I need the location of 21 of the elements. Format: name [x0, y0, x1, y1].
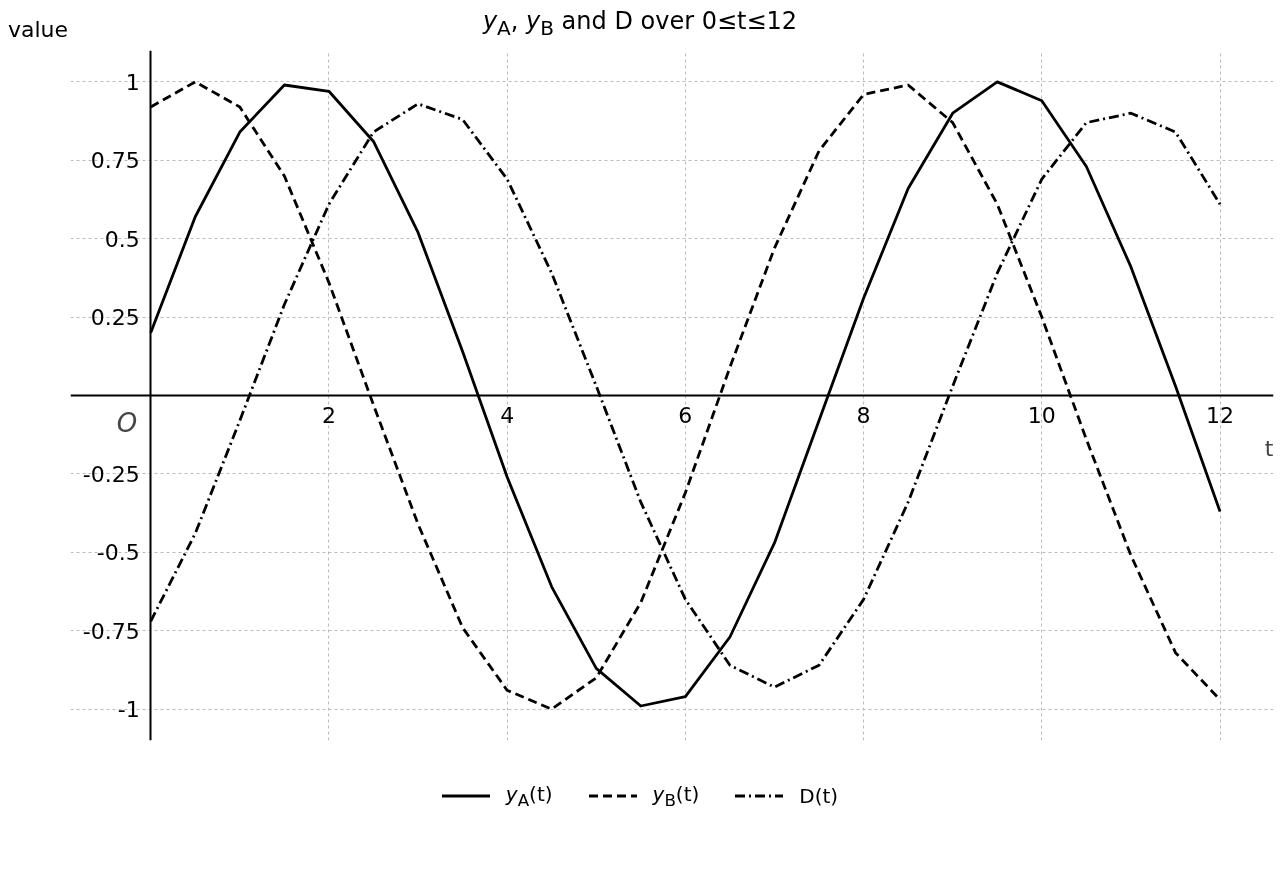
chart-title: y$_{A}$, y$_{B}$ and D over 0≤t≤12 [482, 7, 798, 40]
x-tick-label: 10 [1027, 402, 1056, 428]
legend-label: y$_{A}$(t) [505, 781, 553, 812]
y-tick-label: 1 [125, 69, 140, 95]
y-tick-label: 0.25 [90, 305, 140, 331]
y-tick-label: -0.5 [96, 540, 140, 566]
x-axis-title: t [1264, 436, 1274, 462]
annotation: O [116, 408, 138, 439]
y-tick-label: 0.5 [104, 226, 140, 252]
y-tick-label: -0.75 [82, 618, 140, 644]
x-tick-label: 4 [500, 402, 515, 428]
y-tick-label: -0.25 [82, 461, 140, 487]
y-tick-label: 0.75 [90, 148, 140, 174]
x-tick-label: 8 [856, 402, 871, 428]
y-tick-label: -1 [117, 697, 140, 723]
x-tick-label: 6 [678, 402, 693, 428]
x-tick-label: 2 [321, 402, 336, 428]
y-axis-title: value [8, 16, 69, 44]
legend-label: y$_{B}$(t) [652, 781, 700, 812]
x-tick-label: 12 [1206, 402, 1235, 428]
legend-label: D(t) [799, 783, 839, 811]
